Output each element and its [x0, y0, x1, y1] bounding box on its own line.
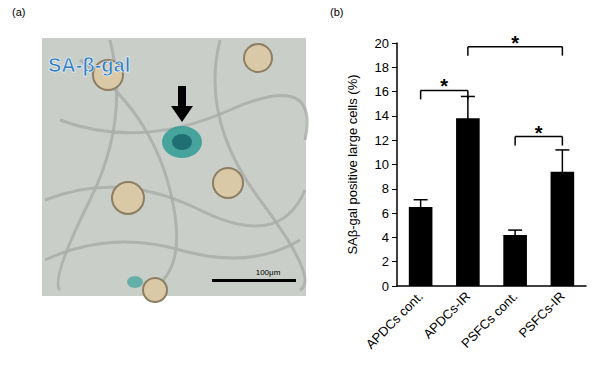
svg-text:PSFCs cont.: PSFCs cont. [458, 289, 520, 351]
svg-text:4: 4 [382, 230, 389, 245]
svg-text:APDCs-IR: APDCs-IR [420, 288, 474, 342]
svg-text:12: 12 [375, 133, 389, 148]
svg-text:2: 2 [382, 254, 389, 269]
svg-text:(a): (a) [12, 6, 25, 18]
svg-text:8: 8 [382, 181, 389, 196]
svg-text:100μm: 100μm [256, 268, 281, 277]
svg-text:20: 20 [375, 36, 389, 51]
svg-text:18: 18 [375, 60, 389, 75]
svg-text:6: 6 [382, 206, 389, 221]
svg-text:16: 16 [375, 84, 389, 99]
svg-text:*: * [535, 122, 543, 144]
svg-text:SAβ-gal positive large cells (: SAβ-gal positive large cells (%) [345, 74, 360, 254]
svg-text:PSFCs-IR: PSFCs-IR [516, 289, 568, 341]
svg-text:14: 14 [375, 108, 389, 123]
svg-text:*: * [511, 32, 519, 54]
svg-text:SA-β-gal: SA-β-gal [48, 54, 130, 76]
html-text:(b): (b) [330, 6, 344, 18]
svg-text:APDCs cont.: APDCs cont. [363, 289, 426, 352]
svg-text:0: 0 [382, 279, 389, 294]
svg-text:*: * [440, 75, 448, 97]
svg-text:10: 10 [375, 157, 389, 172]
